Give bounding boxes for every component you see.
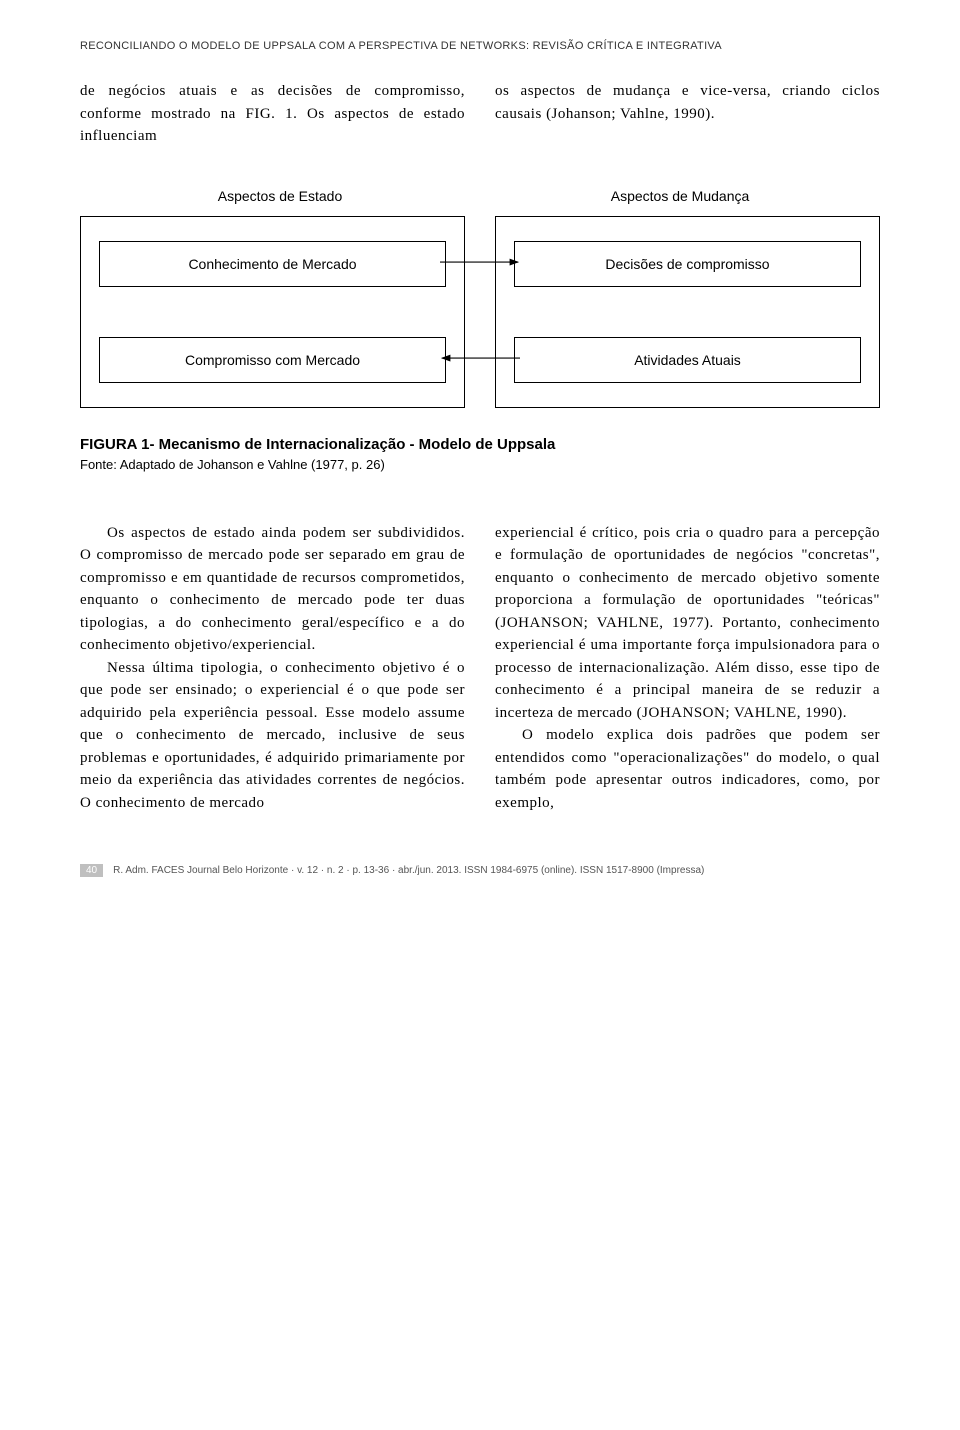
figure-title: FIGURA 1- Mecanismo de Internacionalizaç… xyxy=(80,436,880,453)
body-right-column: experiencial é crítico, pois cria o quad… xyxy=(495,522,880,815)
page-footer: 40 R. Adm. FACES Journal Belo Horizonte … xyxy=(80,864,880,877)
state-aspects-box: Conhecimento de Mercado Compromisso com … xyxy=(80,216,465,408)
page-number: 40 xyxy=(80,864,103,877)
diagram-right-label: Aspectos de Mudança xyxy=(488,188,872,204)
footer-citation: R. Adm. FACES Journal Belo Horizonte · v… xyxy=(113,865,704,876)
body-left-column: Os aspectos de estado ainda podem ser su… xyxy=(80,522,465,815)
body-columns: Os aspectos de estado ainda podem ser su… xyxy=(80,522,880,815)
uppsala-diagram: Aspectos de Estado Aspectos de Mudança C… xyxy=(80,188,880,472)
node-commitment-decisions: Decisões de compromisso xyxy=(514,241,861,287)
body-right-p1: experiencial é crítico, pois cria o quad… xyxy=(495,522,880,725)
figure-caption: FIGURA 1- Mecanismo de Internacionalizaç… xyxy=(80,436,880,472)
intro-columns: de negócios atuais e as decisões de comp… xyxy=(80,80,880,148)
intro-left: de negócios atuais e as decisões de comp… xyxy=(80,80,465,148)
figure-source: Fonte: Adaptado de Johanson e Vahlne (19… xyxy=(80,457,880,472)
body-right-p2: O modelo explica dois padrões que podem … xyxy=(495,724,880,814)
intro-right: os aspectos de mudança e vice-versa, cri… xyxy=(495,80,880,148)
diagram-left-label: Aspectos de Estado xyxy=(88,188,472,204)
change-aspects-box: Decisões de compromisso Atividades Atuai… xyxy=(495,216,880,408)
node-market-commitment: Compromisso com Mercado xyxy=(99,337,446,383)
running-header: RECONCILIANDO O MODELO DE UPPSALA COM A … xyxy=(80,40,880,52)
body-left-p2: Nessa última tipologia, o conhecimento o… xyxy=(80,657,465,815)
node-current-activities: Atividades Atuais xyxy=(514,337,861,383)
node-market-knowledge: Conhecimento de Mercado xyxy=(99,241,446,287)
body-left-p1: Os aspectos de estado ainda podem ser su… xyxy=(80,522,465,657)
